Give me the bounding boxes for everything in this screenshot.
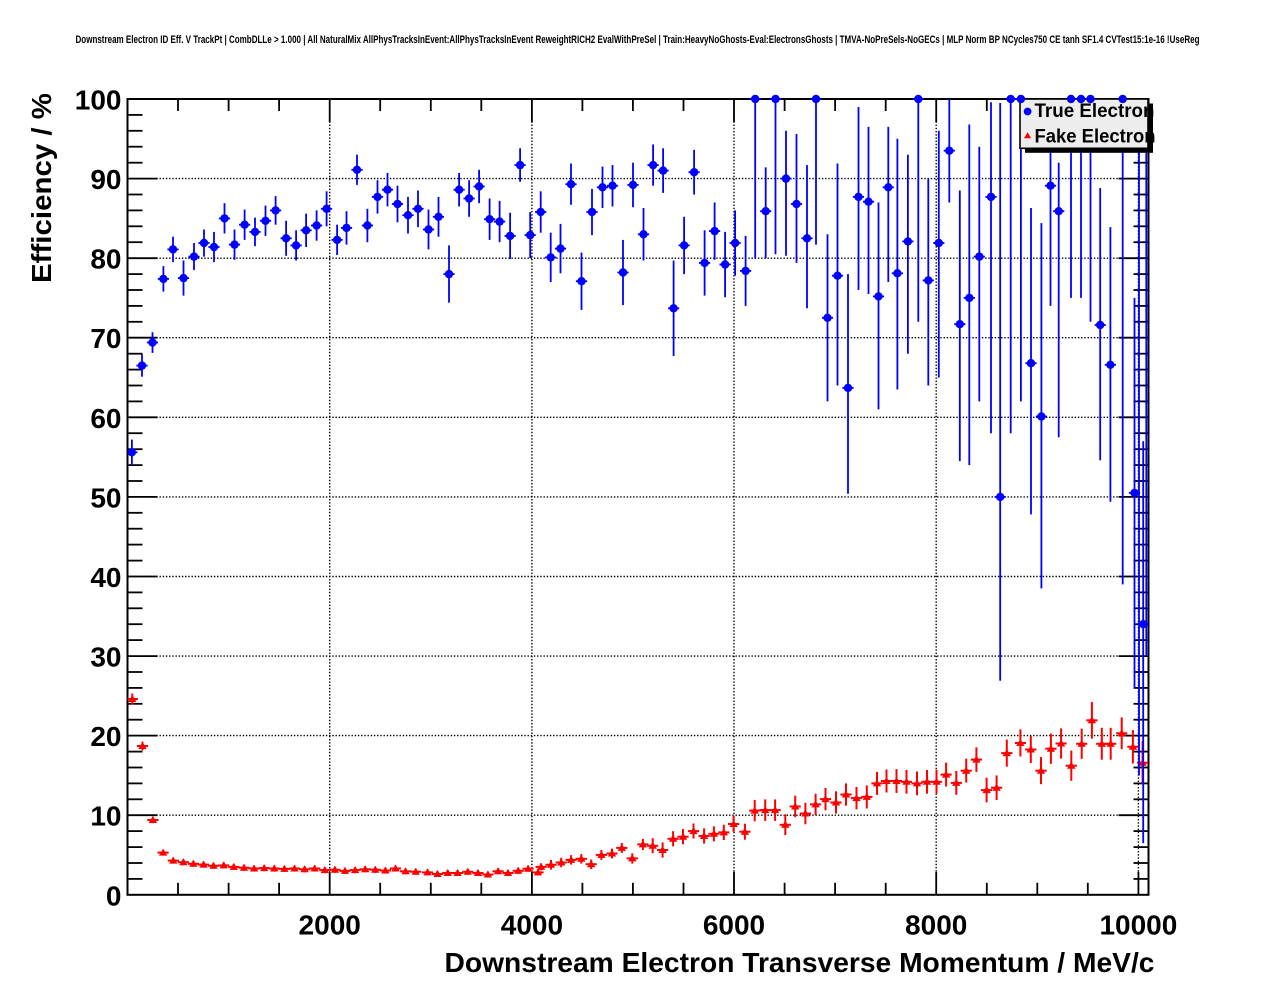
svg-text:Downstream Electron ID Eff. V: Downstream Electron ID Eff. V TrackPt | … [76,34,1200,46]
svg-text:6000: 6000 [703,910,765,941]
svg-text:10000: 10000 [1099,910,1177,941]
svg-text:Downstream Electron Transverse: Downstream Electron Transverse Momentum … [445,947,1155,978]
svg-text:100: 100 [75,85,122,116]
svg-text:0: 0 [106,880,122,911]
svg-text:4000: 4000 [501,910,563,941]
svg-text:50: 50 [90,482,121,513]
svg-text:8000: 8000 [905,910,967,941]
svg-text:20: 20 [90,721,121,752]
svg-text:10: 10 [90,801,121,832]
svg-text:90: 90 [90,164,121,195]
svg-text:True Electron: True Electron [1035,101,1155,122]
svg-text:60: 60 [90,403,121,434]
svg-text:Fake Electron: Fake Electron [1035,127,1156,148]
svg-text:80: 80 [90,244,121,275]
svg-text:2000: 2000 [299,910,361,941]
svg-text:30: 30 [90,642,121,673]
svg-text:Efficiency / %: Efficiency / % [26,93,57,283]
svg-text:70: 70 [90,323,121,354]
svg-text:40: 40 [90,562,121,593]
